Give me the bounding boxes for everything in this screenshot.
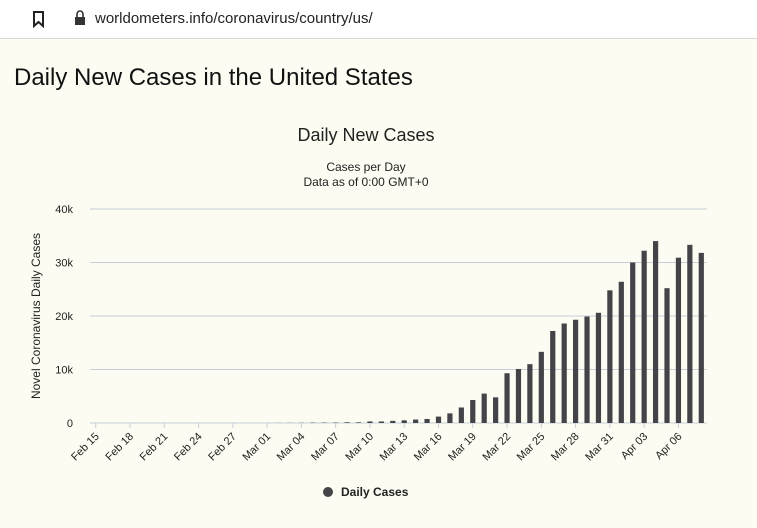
x-tick-label: Mar 31 <box>583 431 616 464</box>
y-tick-label: 0 <box>67 418 73 430</box>
x-tick-label: Mar 01 <box>241 431 274 464</box>
bar <box>664 288 670 423</box>
x-tick-label: Mar 28 <box>549 431 582 464</box>
x-tick-label: Mar 10 <box>343 431 376 464</box>
bookmark-icon[interactable] <box>28 0 58 38</box>
x-tick-label: Mar 16 <box>412 431 445 464</box>
bar <box>344 422 350 423</box>
bar <box>355 422 362 423</box>
bar <box>435 416 442 423</box>
x-tick-label: Feb 15 <box>69 431 102 464</box>
x-tick-label: Mar 04 <box>275 431 308 464</box>
chart-title: Daily New Cases <box>297 125 434 145</box>
bar <box>675 257 682 423</box>
bar <box>573 319 579 423</box>
bar <box>470 399 476 423</box>
bar <box>687 244 693 423</box>
x-tick-label: Apr 03 <box>619 431 650 462</box>
bar <box>561 323 567 423</box>
bar <box>447 413 453 423</box>
y-tick-label: 40k <box>55 204 73 216</box>
x-tick-label: Mar 22 <box>480 431 513 464</box>
y-tick-label: 20k <box>55 311 73 323</box>
bar <box>493 397 499 423</box>
lock-icon <box>75 10 85 25</box>
x-tick-label: Feb 18 <box>103 431 136 464</box>
x-tick-label: Mar 25 <box>515 431 548 464</box>
legend-marker <box>323 487 333 497</box>
y-axis-label: Novel Coronavirus Daily Cases <box>29 233 43 399</box>
page-heading: Daily New Cases in the United States <box>14 64 413 91</box>
bar <box>413 419 419 423</box>
bar <box>378 421 384 423</box>
legend-label: Daily Cases <box>341 485 409 499</box>
bar <box>641 250 647 423</box>
bar <box>481 393 487 423</box>
bar <box>390 420 396 423</box>
bar <box>595 312 602 423</box>
bar <box>527 364 533 423</box>
bar <box>630 262 636 423</box>
bar <box>504 373 510 423</box>
x-tick-label: Mar 19 <box>446 431 479 464</box>
bar <box>607 290 613 423</box>
browser-bar: worldometers.info/coronavirus/country/us… <box>0 0 757 39</box>
chart: Daily New Cases Cases per Day Data as of… <box>29 125 707 499</box>
chart-subtitle: Cases per Day <box>326 160 405 174</box>
url[interactable]: worldometers.info/coronavirus/country/us… <box>95 10 373 27</box>
x-tick-label: Feb 24 <box>172 431 205 464</box>
bar <box>367 421 373 423</box>
x-tick-label: Mar 07 <box>309 431 342 464</box>
y-tick-label: 10k <box>55 365 73 377</box>
bar <box>652 241 659 423</box>
x-tick-label: Mar 13 <box>378 431 411 464</box>
bar <box>424 418 430 423</box>
bar <box>515 368 522 423</box>
bar <box>401 420 407 423</box>
x-tick-label: Apr 06 <box>653 431 684 462</box>
bar <box>698 252 704 423</box>
bar <box>618 281 624 423</box>
x-tick-label: Feb 27 <box>206 431 239 464</box>
bar <box>550 330 556 423</box>
bar <box>584 316 590 423</box>
bar <box>458 407 464 423</box>
x-tick-label: Feb 21 <box>138 431 171 464</box>
bar <box>538 351 544 423</box>
chart-subtitle: Data as of 0:00 GMT+0 <box>303 175 428 189</box>
y-tick-label: 30k <box>55 258 73 270</box>
